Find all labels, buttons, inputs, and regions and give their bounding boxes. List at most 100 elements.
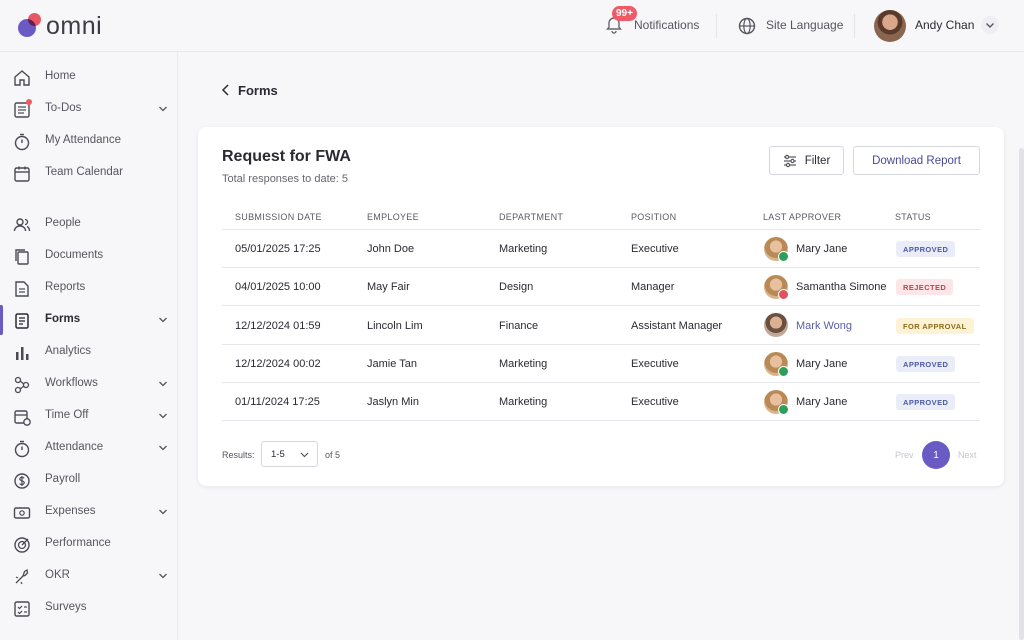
column-header-last-approver[interactable]: LAST APPROVER xyxy=(763,212,842,222)
approved-check-icon xyxy=(778,366,789,377)
table-divider xyxy=(222,382,980,383)
position: Executive xyxy=(631,358,679,370)
rejected-x-icon xyxy=(778,289,789,300)
employee-name: Jaslyn Min xyxy=(367,396,419,408)
chevron-down-icon[interactable] xyxy=(157,103,169,115)
chevron-down-icon[interactable] xyxy=(157,506,169,518)
sidebar-item-workflows[interactable]: Workflows xyxy=(0,369,178,399)
stopwatch-icon xyxy=(14,133,30,151)
employee-name: John Doe xyxy=(367,243,415,255)
position: Assistant Manager xyxy=(631,320,723,332)
approver-name[interactable]: Mark Wong xyxy=(796,320,853,332)
user-name[interactable]: Andy Chan xyxy=(915,18,975,32)
notifications-label[interactable]: Notifications xyxy=(634,18,700,32)
site-language-label[interactable]: Site Language xyxy=(766,18,844,32)
sidebar-item-label: OKR xyxy=(45,569,70,581)
responses-count: Total responses to date: 5 xyxy=(222,173,348,185)
status-badge: REJECTED xyxy=(896,279,954,295)
chevron-down-icon[interactable] xyxy=(157,442,169,454)
column-header-department[interactable]: DEPARTMENT xyxy=(499,212,564,222)
sidebar-item-performance[interactable]: Performance xyxy=(0,529,178,559)
sidebar-item-okr[interactable]: OKR xyxy=(0,561,178,591)
approver-name: Mary Jane xyxy=(796,358,848,370)
sidebar-item-team-calendar[interactable]: Team Calendar xyxy=(0,158,178,188)
status-badge: APPROVED xyxy=(896,394,956,410)
filter-sliders-icon xyxy=(783,154,796,167)
prev-page-button[interactable]: Prev xyxy=(895,450,914,460)
back-link[interactable]: Forms xyxy=(238,83,278,98)
chevron-left-icon[interactable] xyxy=(220,83,232,97)
department: Marketing xyxy=(499,396,548,408)
header-divider xyxy=(854,14,855,38)
dollar-icon xyxy=(14,473,30,489)
position: Executive xyxy=(631,396,679,408)
status-badge: APPROVED xyxy=(896,356,956,372)
sidebar-item-home[interactable]: Home xyxy=(0,62,178,92)
sidebar-item-label: To-Dos xyxy=(45,102,82,114)
chevron-down-icon[interactable] xyxy=(980,15,1000,35)
chevron-down-icon[interactable] xyxy=(157,314,169,326)
chevron-down-icon[interactable] xyxy=(157,410,169,422)
header-divider xyxy=(716,14,717,38)
notification-dot xyxy=(26,99,32,105)
approver-name: Mary Jane xyxy=(796,243,848,255)
approver-avatar xyxy=(764,313,788,337)
column-header-position[interactable]: POSITION xyxy=(631,212,677,222)
form-responses-card: Request for FWA Total responses to date:… xyxy=(198,127,1004,486)
chevron-down-icon xyxy=(300,452,309,458)
omni-logo[interactable]: omni xyxy=(18,11,102,41)
sidebar-item-label: Workflows xyxy=(45,377,98,389)
sidebar-item-label: Payroll xyxy=(45,473,81,485)
people-icon xyxy=(13,218,31,232)
table-divider xyxy=(222,305,980,306)
workflows-icon xyxy=(14,376,30,394)
next-page-button[interactable]: Next xyxy=(958,450,977,460)
sidebar-item-people[interactable]: People xyxy=(0,209,178,239)
chevron-down-icon[interactable] xyxy=(157,378,169,390)
sidebar-item-label: Time Off xyxy=(45,409,89,421)
globe-icon[interactable] xyxy=(737,16,757,36)
todo-icon xyxy=(14,102,30,118)
sidebar-item-forms[interactable]: Forms xyxy=(0,305,178,335)
results-range-select[interactable]: 1-5 xyxy=(261,441,318,467)
forms-icon xyxy=(15,313,29,329)
column-header-status[interactable]: STATUS xyxy=(895,212,931,222)
filter-button[interactable]: Filter xyxy=(769,146,844,175)
status-badge: FOR APPROVAL xyxy=(896,318,974,334)
sidebar-item-surveys[interactable]: Surveys xyxy=(0,593,178,623)
page-scrollbar[interactable] xyxy=(1019,148,1024,640)
sidebar-item-payroll[interactable]: Payroll xyxy=(0,465,178,495)
okr-icon xyxy=(15,568,29,585)
approved-check-icon xyxy=(778,251,789,262)
time-off-icon xyxy=(14,410,31,426)
home-icon xyxy=(14,70,30,86)
sidebar-item-to-dos[interactable]: To-Dos xyxy=(0,94,178,124)
submission-date: 12/12/2024 00:02 xyxy=(235,358,321,370)
status-badge: APPROVED xyxy=(896,241,956,257)
column-header-submission-date[interactable]: SUBMISSION DATE xyxy=(235,212,322,222)
sidebar-item-label: My Attendance xyxy=(45,134,122,146)
download-report-label: Download Report xyxy=(872,154,961,167)
sidebar-item-label: Forms xyxy=(45,313,81,325)
sidebar-item-label: Documents xyxy=(45,249,104,261)
chevron-down-icon[interactable] xyxy=(157,570,169,582)
stopwatch-icon xyxy=(14,440,30,458)
sidebar-item-my-attendance[interactable]: My Attendance xyxy=(0,126,178,156)
submission-date: 04/01/2025 10:00 xyxy=(235,281,321,293)
sidebar-item-analytics[interactable]: Analytics xyxy=(0,337,178,367)
sidebar-item-expenses[interactable]: Expenses xyxy=(0,497,178,527)
results-label: Results: xyxy=(222,450,255,460)
user-avatar[interactable] xyxy=(874,10,906,42)
department: Finance xyxy=(499,320,539,332)
sidebar-item-attendance[interactable]: Attendance xyxy=(0,433,178,463)
column-header-employee[interactable]: EMPLOYEE xyxy=(367,212,419,222)
sidebar-item-time-off[interactable]: Time Off xyxy=(0,401,178,431)
download-report-button[interactable]: Download Report xyxy=(853,146,980,175)
sidebar-item-reports[interactable]: Reports xyxy=(0,273,178,303)
page-button-current[interactable]: 1 xyxy=(922,441,950,469)
table-divider xyxy=(222,267,980,268)
logo-mark-icon xyxy=(18,13,44,39)
sidebar-item-documents[interactable]: Documents xyxy=(0,241,178,271)
results-range-value: 1-5 xyxy=(271,449,285,460)
department: Marketing xyxy=(499,243,548,255)
